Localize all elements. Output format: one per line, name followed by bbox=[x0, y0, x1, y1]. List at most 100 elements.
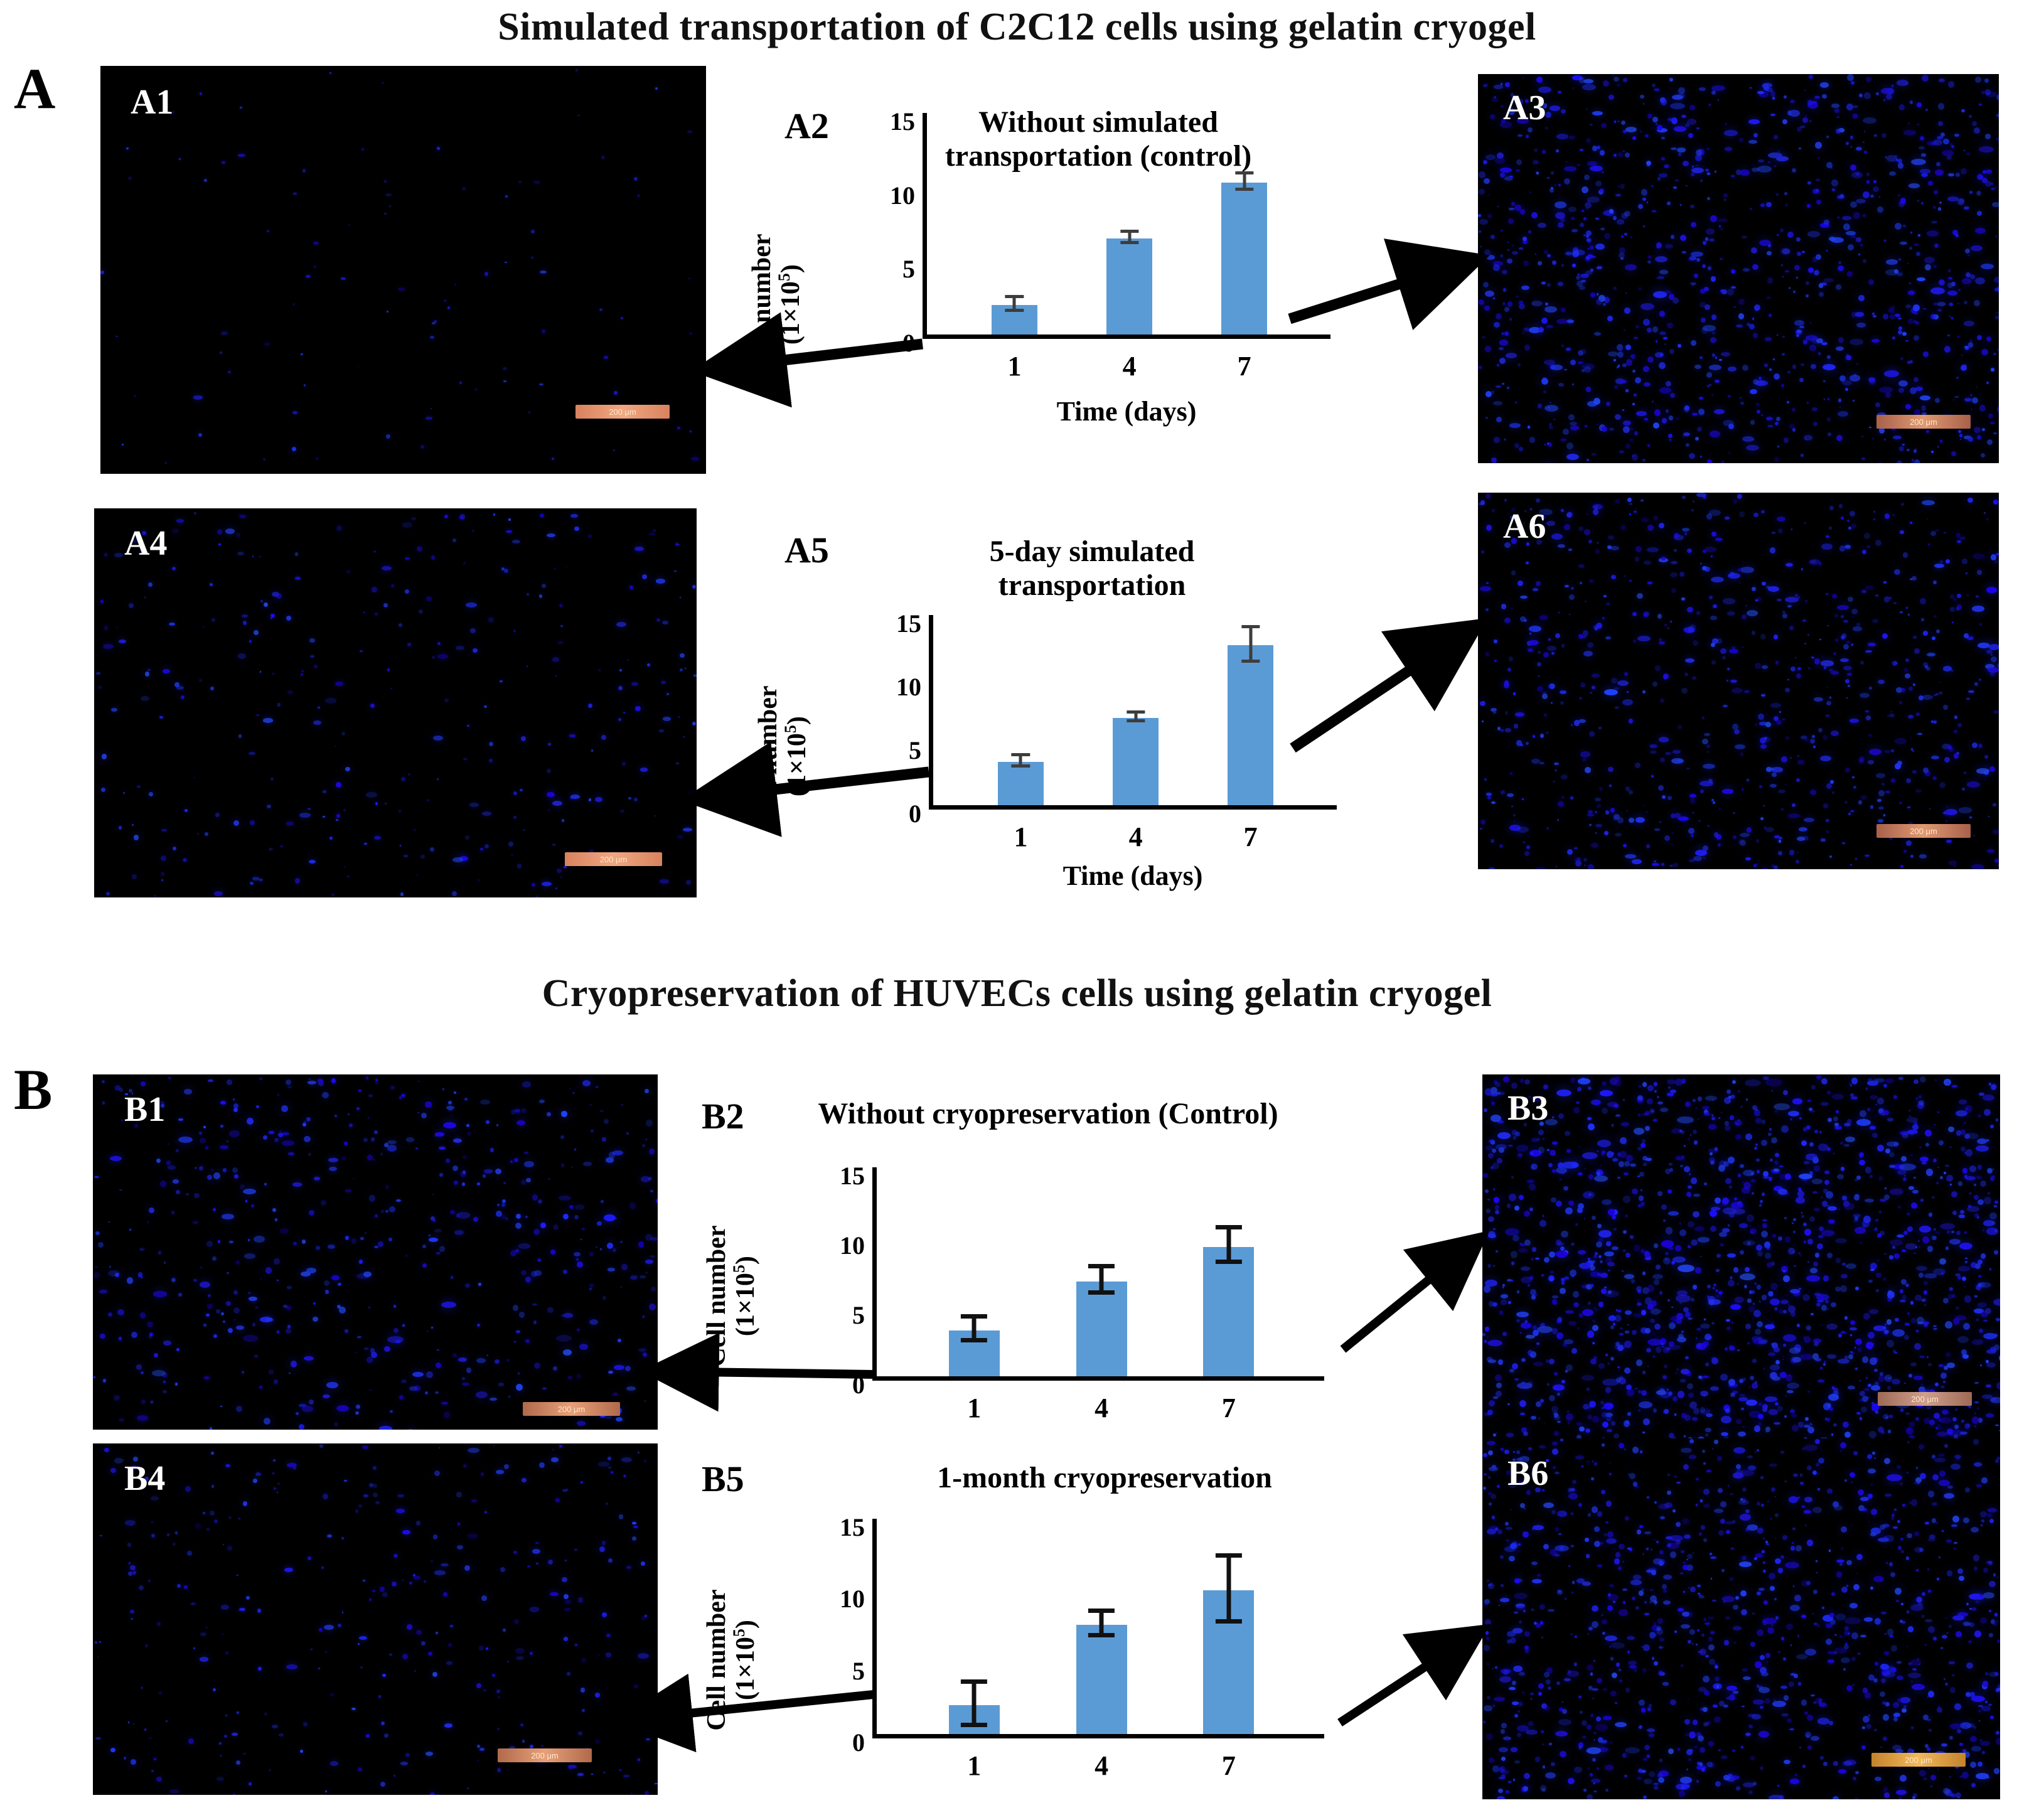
x-axis bbox=[923, 335, 1330, 339]
y-tick-label: 5 bbox=[909, 738, 921, 763]
error-cap-day-7 bbox=[1235, 187, 1254, 191]
chart-title-a2: Without simulated transportation (contro… bbox=[904, 105, 1293, 173]
panel-label-b6: B6 bbox=[1507, 1456, 1548, 1491]
error-cap-day-7 bbox=[1215, 1553, 1242, 1558]
y-tick-label: 10 bbox=[896, 675, 921, 700]
scale-bar-label: 200 μm bbox=[1910, 418, 1937, 426]
nuclei-field bbox=[100, 66, 706, 474]
panel-label-a6: A6 bbox=[1503, 509, 1546, 544]
micrograph-a6: A6 200 μm bbox=[1478, 493, 1999, 869]
bar-day-7 bbox=[1203, 1246, 1255, 1376]
scale-bar-a6: 200 μm bbox=[1876, 824, 1971, 838]
x-tick-label: 1 bbox=[967, 1752, 981, 1780]
y-tick-label: 10 bbox=[840, 1587, 865, 1612]
y-label-close: ) bbox=[731, 1256, 760, 1265]
y-axis bbox=[929, 615, 933, 810]
x-tick-label: 1 bbox=[967, 1394, 981, 1422]
y-label-exponent: 5 bbox=[730, 1265, 748, 1273]
scale-bar-label: 200 μm bbox=[558, 1405, 586, 1413]
micrograph-a3: A3 200 μm bbox=[1478, 74, 1999, 463]
chart-b5-plot-area: 0 5 10 15 1 4 7 bbox=[840, 1515, 1324, 1780]
chart-b2-y-axis-label: Cell number (1×105) bbox=[702, 1192, 760, 1400]
y-label-close: ) bbox=[776, 264, 805, 273]
nuclei-field bbox=[1482, 1074, 2000, 1438]
nuclei-field bbox=[1478, 74, 1999, 463]
chart-a2-plot-area: 0 5 10 15 1 4 7 bbox=[890, 109, 1330, 380]
y-label-main: Cell number bbox=[754, 686, 783, 827]
chart-b2: B2 Without cryopreservation (Control) Ce… bbox=[678, 1092, 1443, 1431]
chart-label-a5: A5 bbox=[784, 532, 829, 569]
error-cap-day-4 bbox=[1126, 710, 1145, 714]
micrograph-a1: A1 200 μm bbox=[100, 66, 706, 474]
y-tick-label: 5 bbox=[852, 1303, 865, 1328]
chart-title-a5: 5-day simulated transportation bbox=[935, 535, 1249, 602]
micrograph-b4: B4 200 μm bbox=[93, 1443, 658, 1795]
error-cap-day-4 bbox=[1126, 719, 1145, 722]
error-bar-day-4 bbox=[1099, 1612, 1104, 1637]
chart-a5-y-axis-label: Cell number (1×105) bbox=[754, 653, 811, 860]
scale-bar-label: 200 μm bbox=[609, 408, 636, 416]
bar-day-7 bbox=[1228, 645, 1274, 805]
chart-a5-x-axis-label: Time (days) bbox=[929, 860, 1337, 892]
chart-a5-plot-area: 0 5 10 15 1 4 7 bbox=[896, 611, 1337, 851]
y-tick-label: 0 bbox=[852, 1730, 865, 1755]
error-bar-day-7 bbox=[1249, 628, 1253, 663]
y-label-close: ) bbox=[731, 1620, 760, 1629]
micrograph-b1: B1 200 μm bbox=[93, 1074, 658, 1430]
section-b-letter: B bbox=[14, 1061, 52, 1118]
error-cap-day-1 bbox=[1011, 753, 1030, 757]
nuclei-field bbox=[93, 1443, 658, 1795]
y-label-unit: (1×10 bbox=[776, 281, 805, 345]
panel-label-a4: A4 bbox=[124, 526, 167, 561]
x-tick-label: 7 bbox=[1222, 1394, 1236, 1422]
y-tick-label: 5 bbox=[852, 1658, 865, 1684]
error-cap-day-4 bbox=[1088, 1290, 1115, 1295]
chart-a2-x-axis-label: Time (days) bbox=[923, 395, 1330, 427]
chart-label-a2: A2 bbox=[784, 108, 829, 144]
y-label-exponent: 5 bbox=[781, 725, 800, 733]
bar-day-4 bbox=[1112, 717, 1159, 805]
scale-bar-label: 200 μm bbox=[531, 1752, 559, 1760]
y-axis bbox=[923, 113, 927, 339]
error-cap-day-1 bbox=[961, 1679, 988, 1684]
error-bar-day-1 bbox=[1012, 298, 1016, 312]
panel-label-a1: A1 bbox=[131, 85, 173, 120]
nuclei-field bbox=[1478, 493, 1999, 869]
chart-label-b5: B5 bbox=[702, 1461, 744, 1497]
scale-bar-b6: 200 μm bbox=[1871, 1753, 1966, 1767]
error-bar-day-7 bbox=[1243, 174, 1246, 191]
bar-day-7 bbox=[1221, 182, 1268, 335]
y-label-close: ) bbox=[783, 716, 811, 725]
scale-bar-label: 200 μm bbox=[1910, 827, 1937, 835]
y-label-exponent: 5 bbox=[730, 1629, 748, 1637]
bar-day-1 bbox=[997, 762, 1044, 805]
x-tick-label: 7 bbox=[1244, 823, 1258, 851]
error-cap-day-7 bbox=[1215, 1260, 1242, 1265]
error-cap-day-1 bbox=[961, 1337, 988, 1342]
x-tick-label: 4 bbox=[1129, 823, 1143, 851]
y-label-unit: (1×10 bbox=[731, 1273, 760, 1336]
nuclei-field bbox=[94, 508, 697, 897]
error-bar-day-4 bbox=[1134, 713, 1138, 722]
scale-bar-b4: 200 μm bbox=[498, 1748, 592, 1762]
error-bar-day-7 bbox=[1226, 1557, 1231, 1624]
x-tick-label: 1 bbox=[1014, 823, 1027, 851]
error-cap-day-4 bbox=[1088, 1608, 1115, 1613]
y-label-exponent: 5 bbox=[775, 273, 793, 281]
error-bar-day-1 bbox=[1019, 756, 1022, 768]
micrograph-b3: B3 200 μm bbox=[1482, 1074, 2000, 1438]
x-axis bbox=[872, 1376, 1324, 1381]
chart-b2-plot-area: 0 5 10 15 1 4 7 bbox=[840, 1164, 1324, 1422]
x-tick-label: 7 bbox=[1238, 353, 1251, 380]
y-tick-label: 0 bbox=[852, 1373, 865, 1398]
micrograph-a4: A4 200 μm bbox=[94, 508, 697, 897]
error-cap-day-7 bbox=[1235, 171, 1254, 174]
y-tick-label: 15 bbox=[840, 1515, 865, 1540]
error-bar-day-4 bbox=[1128, 232, 1132, 245]
scale-bar-label: 200 μm bbox=[600, 855, 628, 864]
y-label-main: Cell number bbox=[702, 1226, 731, 1367]
x-tick-label: 4 bbox=[1095, 1752, 1108, 1780]
section-a-letter: A bbox=[14, 60, 55, 117]
error-cap-day-7 bbox=[1241, 659, 1260, 663]
chart-title-b5: 1-month cryopreservation bbox=[866, 1461, 1343, 1495]
